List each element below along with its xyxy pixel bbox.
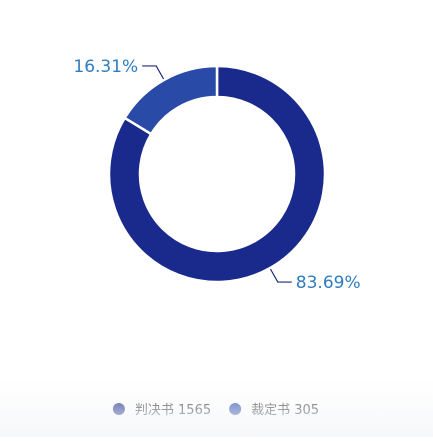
percent-label-0: 83.69% (296, 273, 361, 293)
legend-dot-0 (112, 403, 125, 415)
legend-label-1: 裁定书 305 (251, 402, 319, 418)
slice-labels: 83.69% 16.31% (73, 57, 360, 293)
donut-slices (107, 64, 327, 284)
chart-legend: 判决书 1565 裁定书 305 (112, 402, 319, 418)
donut-slice-caidingshu[interactable] (123, 64, 219, 136)
legend-label-0: 判决书 1565 (135, 403, 211, 418)
leader-line-1 (142, 65, 165, 80)
leader-line-0 (269, 268, 292, 283)
legend-item-0[interactable]: 判决书 1565 (112, 403, 211, 418)
legend-item-1[interactable]: 裁定书 305 (229, 402, 319, 418)
percent-label-1: 16.31% (73, 57, 138, 77)
donut-slice-panjueshu[interactable] (107, 64, 327, 284)
legend-dot-1 (229, 403, 242, 415)
